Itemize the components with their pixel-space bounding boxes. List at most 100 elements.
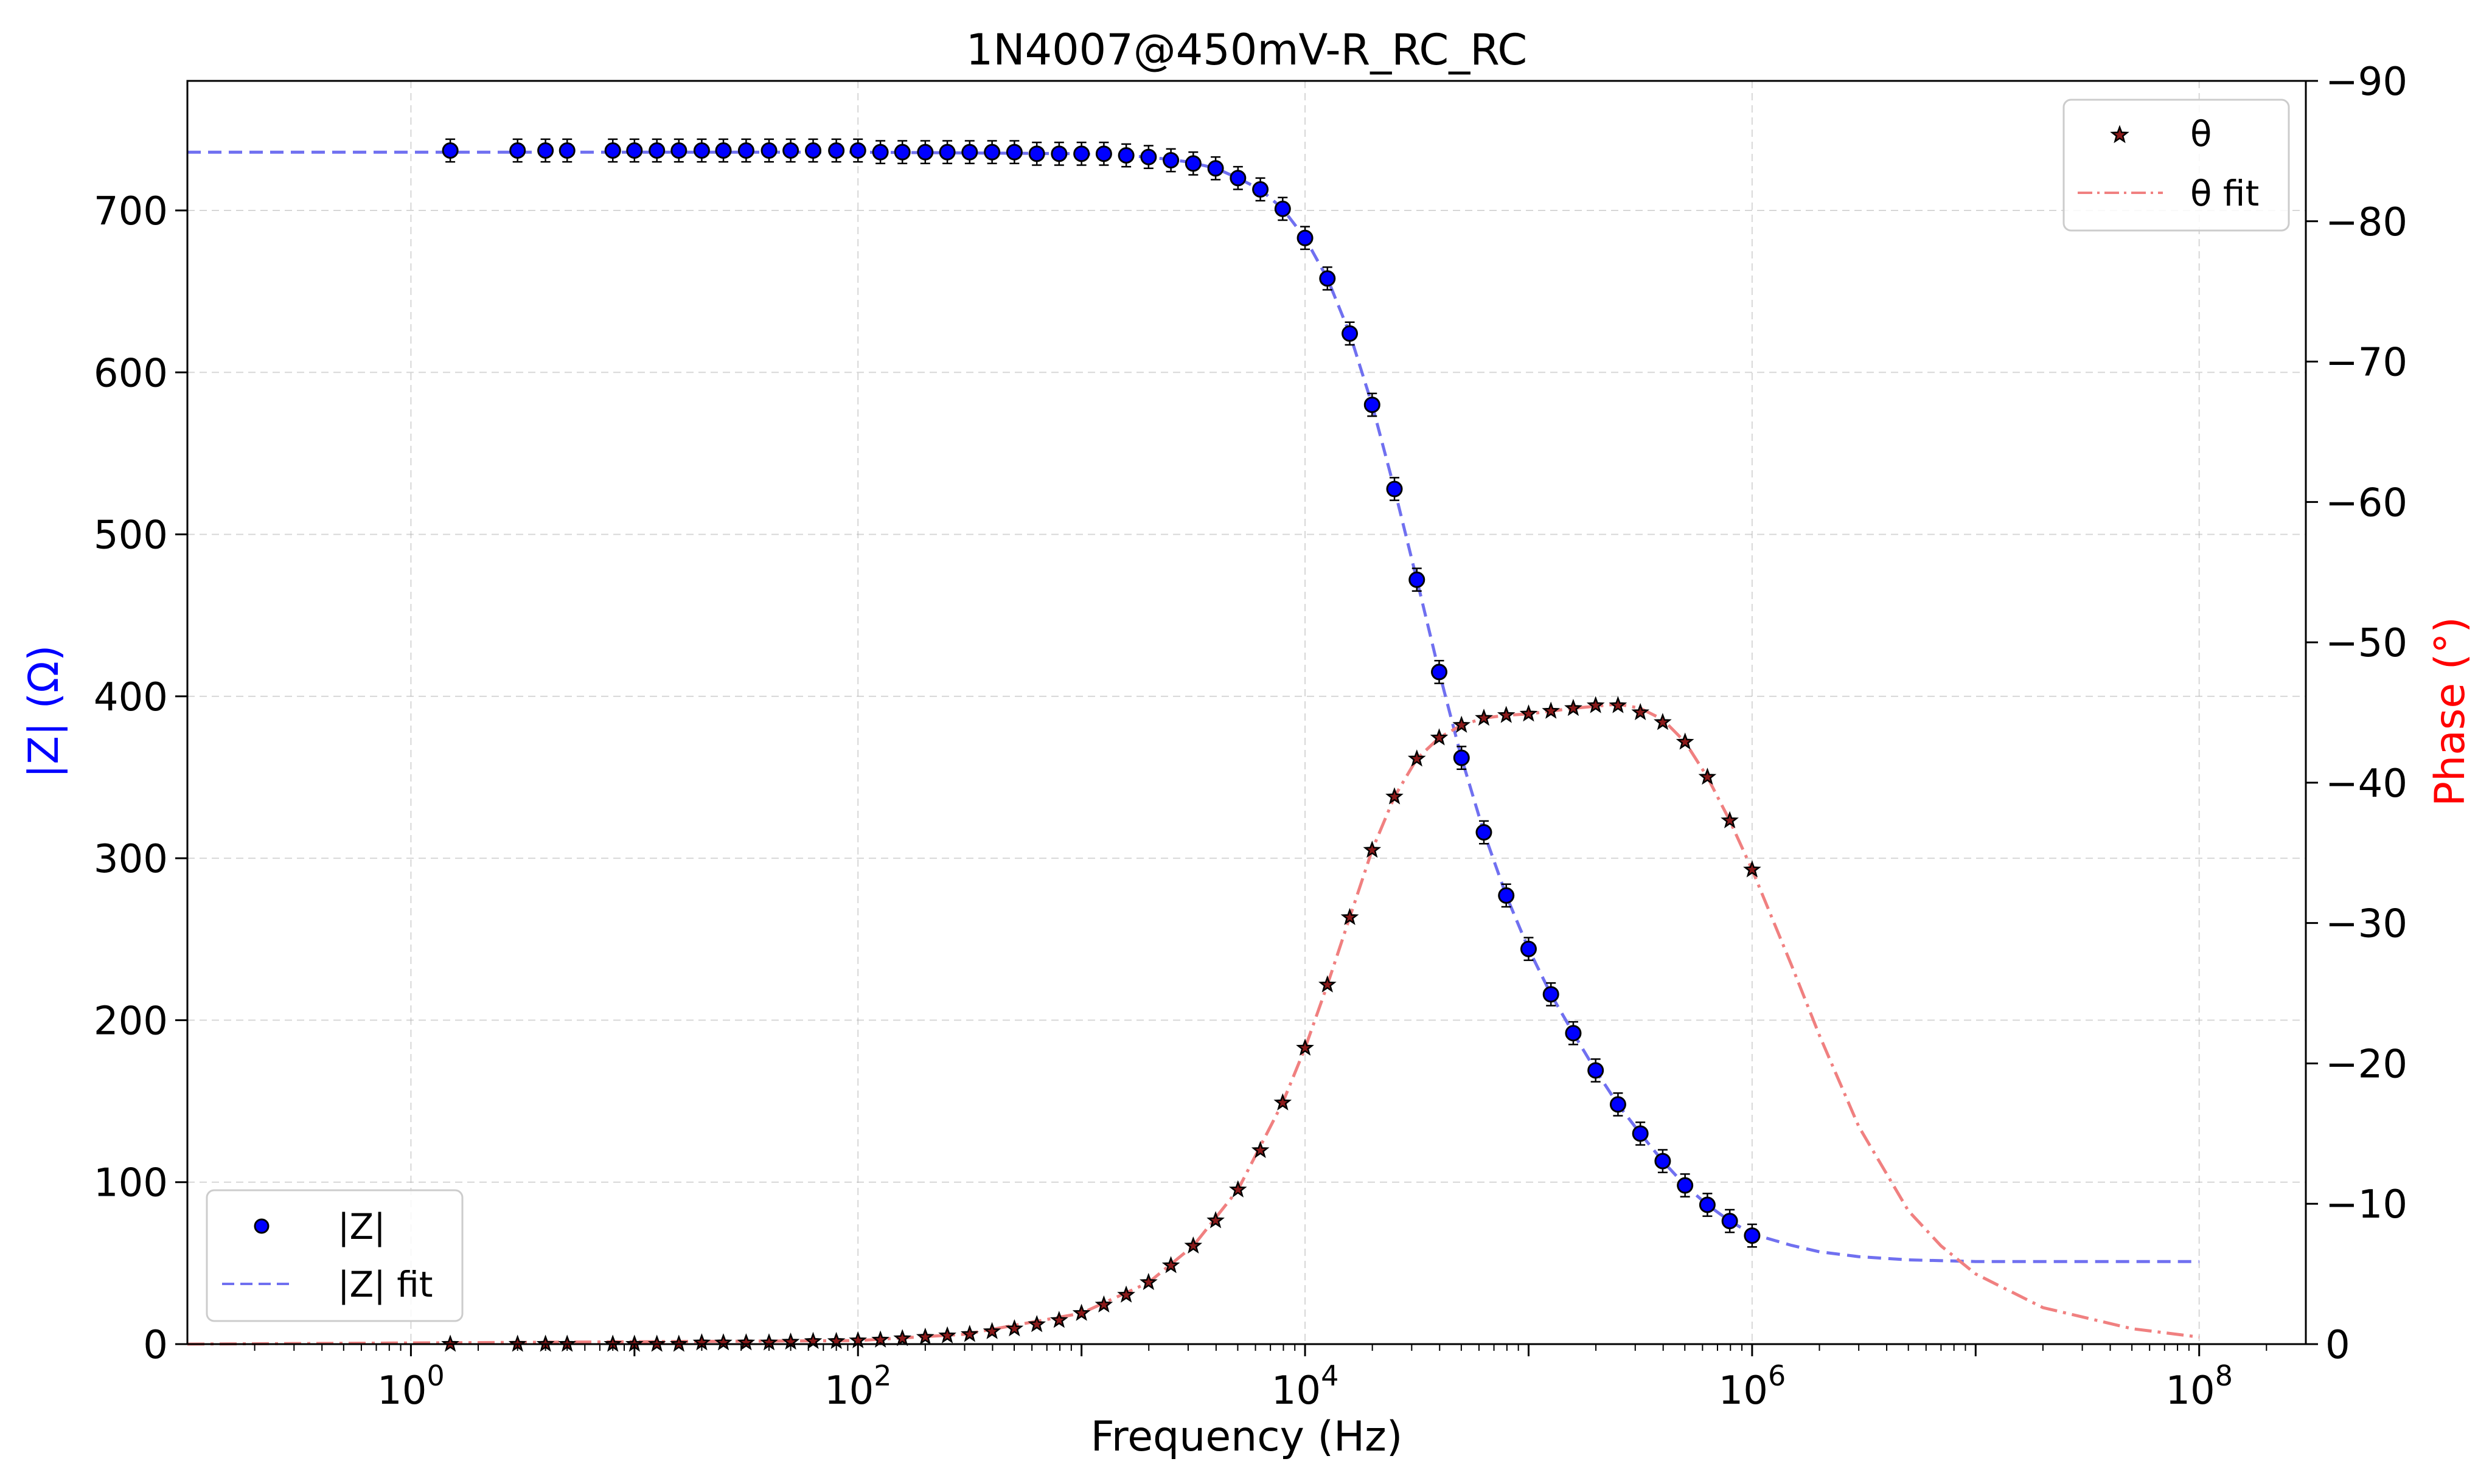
left-axis-ticks: 0 100 200 300 400 500 600 700 bbox=[94, 189, 187, 1368]
z-data-point bbox=[1073, 145, 1090, 162]
theta-data-point bbox=[1542, 701, 1561, 719]
theta-data-point bbox=[1049, 1311, 1068, 1328]
z-data-point bbox=[1296, 229, 1314, 246]
left-tick-label: 400 bbox=[94, 675, 168, 720]
z-data-point bbox=[961, 144, 978, 161]
z-data-point bbox=[1140, 148, 1157, 165]
x-tick-label: 102 bbox=[824, 1359, 892, 1413]
z-data-point bbox=[782, 142, 799, 159]
theta-data-point bbox=[714, 1333, 733, 1351]
theta-data-point bbox=[1363, 841, 1382, 858]
left-tick-label: 0 bbox=[143, 1323, 168, 1368]
left-axis-title: |Z| (Ω) bbox=[20, 645, 68, 778]
theta-data-point bbox=[1005, 1319, 1024, 1337]
z-data-point bbox=[1319, 270, 1336, 287]
theta-data-point bbox=[1452, 715, 1471, 733]
right-tick-label: −70 bbox=[2325, 341, 2407, 386]
left-tick-label: 200 bbox=[94, 999, 168, 1044]
z-data-point bbox=[1095, 145, 1112, 162]
x-tick-label: 104 bbox=[1272, 1359, 1339, 1413]
right-axis-ticks: 0 −10 −20 −30 −40 −50 −60 −70 −80 −90 bbox=[2306, 60, 2407, 1368]
z-data-point bbox=[917, 144, 934, 161]
z-data-point bbox=[1230, 170, 1247, 187]
theta-data-point bbox=[1519, 704, 1538, 722]
z-data-point bbox=[1587, 1062, 1604, 1079]
theta-data-point bbox=[983, 1322, 1001, 1339]
z-data-point bbox=[1431, 664, 1448, 681]
left-tick-label: 500 bbox=[94, 513, 168, 558]
z-data-point bbox=[693, 142, 710, 159]
z-data-point bbox=[442, 142, 459, 159]
z-data-point bbox=[1342, 325, 1359, 342]
z-errorbar-layer bbox=[445, 138, 1757, 1248]
right-tick-label: −50 bbox=[2325, 621, 2407, 666]
z-data-point bbox=[828, 142, 845, 159]
z-data-point bbox=[760, 142, 778, 159]
grid bbox=[187, 81, 2306, 1344]
left-tick-label: 700 bbox=[94, 189, 168, 234]
theta-data-point bbox=[1206, 1211, 1225, 1229]
theta-fit-layer bbox=[187, 702, 2200, 1346]
z-data-point bbox=[1274, 200, 1291, 217]
theta-data-point bbox=[1117, 1285, 1136, 1303]
chart-title: 1N4007@450mV-R_RC_RC bbox=[966, 25, 1528, 75]
z-data-point bbox=[559, 142, 576, 159]
x-axis-ticks: 100 102 104 106 108 bbox=[254, 1344, 2268, 1413]
z-data-point bbox=[1721, 1213, 1738, 1230]
theta-data-point bbox=[1318, 975, 1337, 993]
z-data-point bbox=[1252, 181, 1269, 198]
z-data-point bbox=[1185, 155, 1202, 172]
z-data-point bbox=[1699, 1196, 1716, 1213]
theta-data-point bbox=[1609, 696, 1627, 713]
z-fit-layer bbox=[187, 150, 2199, 1263]
z-data-point bbox=[1677, 1177, 1694, 1194]
theta-data-point bbox=[893, 1329, 912, 1347]
z-data-point bbox=[649, 142, 666, 159]
z-data-point bbox=[872, 144, 889, 161]
z-data-point bbox=[604, 142, 621, 159]
right-tick-label: −20 bbox=[2325, 1042, 2407, 1087]
theta-data-point bbox=[1296, 1038, 1314, 1056]
theta-data-point bbox=[1161, 1256, 1180, 1274]
theta-data-point bbox=[938, 1326, 956, 1344]
theta-data-point bbox=[960, 1325, 979, 1342]
theta-data-point bbox=[871, 1330, 889, 1348]
z-data-point bbox=[737, 142, 754, 159]
axes bbox=[186, 80, 2307, 1345]
legend-theta-label: θ bbox=[2190, 113, 2212, 154]
z-data-point bbox=[849, 142, 866, 159]
z-data-point bbox=[1498, 887, 1515, 904]
left-tick-label: 100 bbox=[94, 1161, 168, 1206]
x-tick-label: 100 bbox=[377, 1359, 445, 1413]
plot-frame bbox=[186, 80, 2307, 1345]
theta-data-point bbox=[1184, 1236, 1203, 1254]
theta-data-point bbox=[737, 1333, 756, 1351]
right-tick-label: −80 bbox=[2325, 200, 2407, 245]
z-data-point bbox=[1363, 397, 1380, 414]
theta-fit-line bbox=[187, 702, 2200, 1346]
z-data-point bbox=[1163, 151, 1180, 168]
x-tick-label: 106 bbox=[1719, 1359, 1786, 1413]
theta-data-point bbox=[1743, 860, 1761, 878]
left-tick-label: 300 bbox=[94, 837, 168, 882]
z-data-point bbox=[1453, 749, 1470, 766]
z-data-point bbox=[1654, 1153, 1671, 1170]
theta-data-point bbox=[1385, 787, 1404, 805]
legend-phase: θ θ fit bbox=[2062, 99, 2290, 232]
z-data-point bbox=[1632, 1125, 1649, 1142]
z-data-point bbox=[537, 142, 554, 159]
right-tick-label: −90 bbox=[2325, 60, 2407, 105]
z-fit-line bbox=[187, 150, 2199, 1263]
legend-theta-marker bbox=[2110, 125, 2129, 144]
z-data-point bbox=[1051, 145, 1068, 162]
theta-data-point bbox=[1631, 702, 1650, 721]
z-data-point bbox=[894, 144, 911, 161]
theta-data-point bbox=[1273, 1093, 1292, 1111]
legend-impedance: |Z| |Z| fit bbox=[206, 1189, 464, 1322]
z-points-layer bbox=[442, 142, 1761, 1244]
theta-data-point bbox=[1564, 699, 1582, 716]
theta-points-layer bbox=[441, 696, 1761, 1352]
z-data-point bbox=[1028, 145, 1045, 162]
